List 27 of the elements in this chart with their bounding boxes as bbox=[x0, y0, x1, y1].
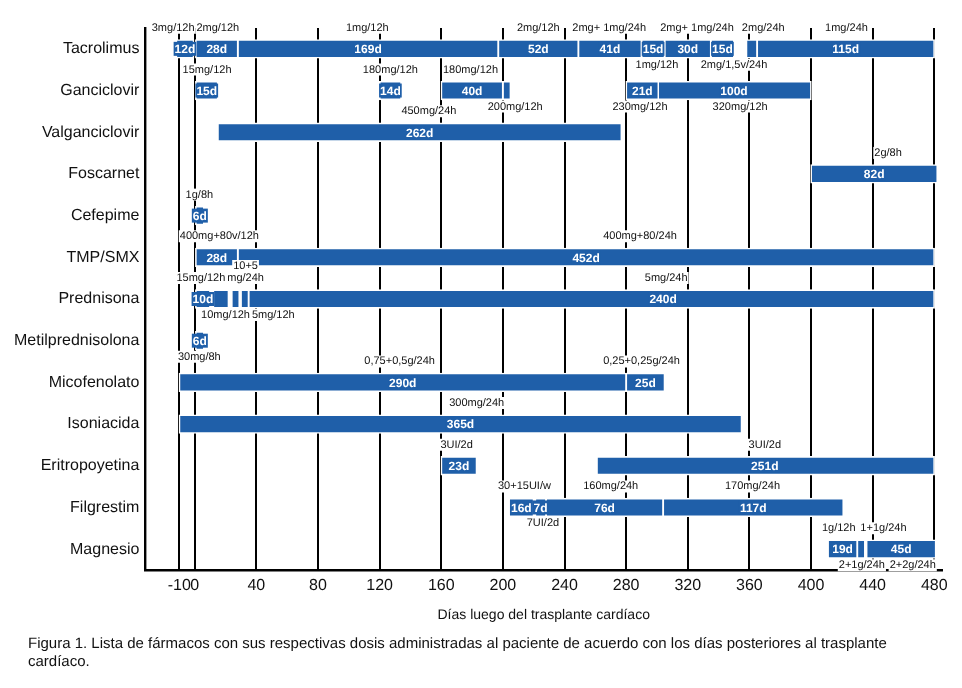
x-tick-label: 320 bbox=[674, 576, 703, 595]
y-tick-label: Magnesio bbox=[70, 539, 141, 558]
x-tick-label: 40 bbox=[247, 576, 267, 595]
y-tick-label: Micofenolato bbox=[48, 372, 141, 391]
x-tick-label: -10 bbox=[167, 576, 192, 595]
x-tick-label: 160 bbox=[427, 576, 456, 595]
x-tick-label: 240 bbox=[551, 576, 579, 595]
x-tick-label: 280 bbox=[612, 576, 641, 595]
y-tick-label: Tacrolimus bbox=[62, 39, 140, 58]
x-tick-label: 0 bbox=[190, 576, 201, 595]
y-tick-label: Foscarnet bbox=[68, 164, 141, 183]
y-tick-label: TMP/SMX bbox=[66, 247, 141, 266]
x-tick-label: 480 bbox=[920, 576, 949, 595]
x-tick-label: 200 bbox=[489, 576, 518, 595]
y-tick-label: Ganciclovir bbox=[60, 80, 141, 99]
x-tick-label: 120 bbox=[366, 576, 395, 595]
y-tick-label: Prednisona bbox=[58, 289, 141, 308]
y-tick-label: Eritropoyetina bbox=[40, 456, 141, 475]
y-tick-label: Metilprednisolona bbox=[14, 331, 141, 350]
y-tick-label: Cefepime bbox=[70, 206, 141, 225]
x-tick-label: 400 bbox=[797, 576, 826, 595]
x-tick-label: 360 bbox=[736, 576, 764, 595]
x-tick-label: 80 bbox=[309, 576, 328, 595]
y-tick-label: Valganciclovir bbox=[41, 122, 141, 141]
x-tick-label: 440 bbox=[859, 576, 888, 595]
y-tick-label: Isoniacida bbox=[67, 414, 141, 433]
y-tick-label: Filgrestim bbox=[70, 497, 141, 516]
